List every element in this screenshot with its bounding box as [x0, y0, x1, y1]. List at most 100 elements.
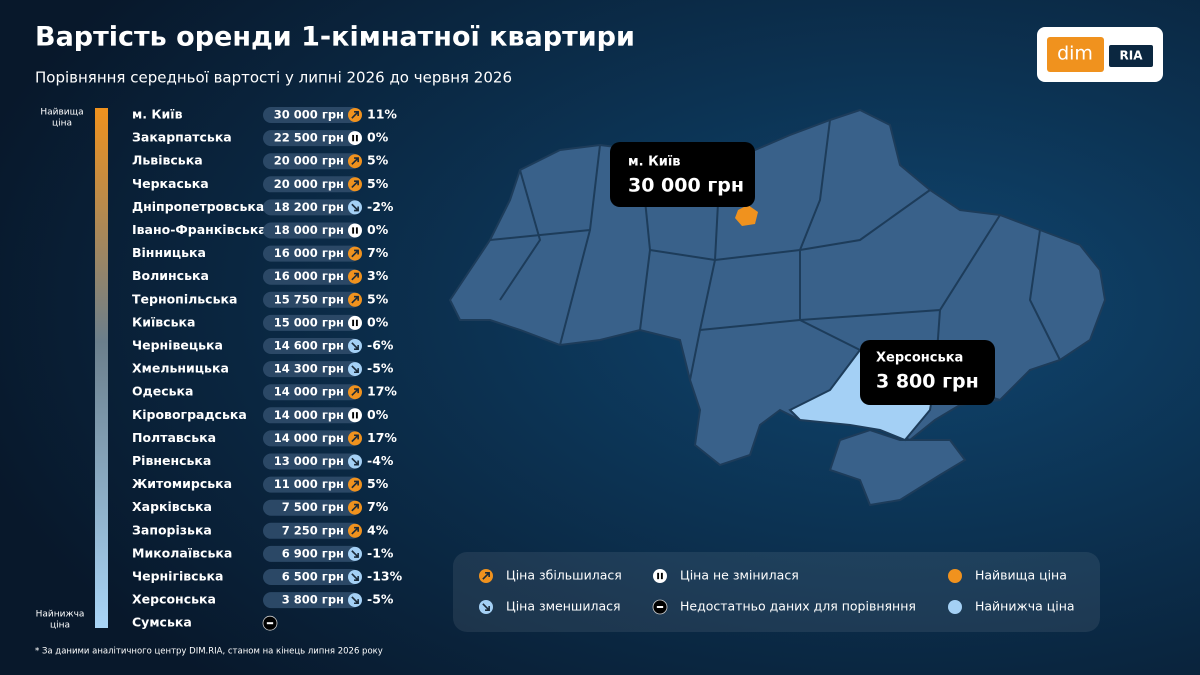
change: 11% [367, 107, 397, 122]
icon-arrow [351, 111, 359, 119]
change: 5% [367, 153, 389, 168]
price: 22 500 грн [274, 131, 344, 145]
change: 5% [367, 176, 389, 191]
price-pill [263, 407, 360, 424]
table-row: Тернопільська 15 750 грн 5% [132, 291, 389, 308]
legend-item: Ціна зменшилася [479, 599, 621, 614]
callout-label: Херсонська [876, 351, 963, 366]
region-name: Полтавська [132, 430, 216, 445]
region-name: Херсонська [132, 592, 216, 607]
icon-bar [355, 134, 358, 142]
legend-item: Найнижча ціна [948, 599, 1075, 614]
region-name: Дніпропетровська [132, 199, 264, 214]
region-name: Вінницька [132, 245, 206, 260]
price: 6 500 грн [282, 570, 344, 584]
icon-arrow [351, 342, 359, 350]
price-pill [263, 107, 360, 123]
legend-label: Найнижча ціна [975, 599, 1075, 614]
icon-bg [948, 600, 962, 614]
region-name: Чернівецька [132, 338, 223, 353]
icon-up [348, 108, 362, 122]
region-name: Миколаївська [132, 545, 232, 560]
logo-box [1047, 37, 1104, 72]
icon-arrow [351, 480, 359, 489]
table-row: Черкаська 20 000 грн 5% [132, 176, 389, 193]
region-name: Кіровоградська [132, 407, 247, 422]
icon-up [348, 477, 362, 492]
price: 14 000 грн [274, 385, 344, 399]
legend-label: Найвища ціна [975, 568, 1067, 583]
icon-bar [657, 572, 660, 580]
price: 20 000 грн [274, 154, 344, 168]
icon-arrow [351, 203, 359, 212]
price-pill [263, 476, 360, 493]
price: 14 000 грн [274, 408, 344, 422]
change: 0% [367, 130, 389, 145]
icon-up [348, 523, 362, 538]
logo: dim RIA .com [1037, 27, 1163, 82]
icon-up [348, 269, 362, 284]
icon-arrow [351, 457, 359, 466]
table-row: Хмельницька 14 300 грн -5% [132, 361, 394, 378]
icon-min [948, 600, 962, 614]
region-name: Івано-Франківська [132, 222, 267, 237]
region-name: Хмельницька [132, 361, 229, 376]
logo-dim: dim [1057, 43, 1093, 65]
icon-arrow [482, 603, 490, 611]
icon-down [348, 546, 362, 561]
icon-down [348, 339, 362, 353]
table-row: м. Київ 30 000 грн 11% [132, 107, 397, 123]
callout-price: 30 000 грн [628, 175, 744, 197]
icon-arrow [351, 249, 359, 258]
icon-bar [352, 319, 355, 327]
price: 20 000 грн [274, 177, 344, 191]
price-pill [263, 569, 360, 585]
icon-arrow [351, 526, 359, 535]
change: -6% [367, 338, 394, 353]
callout: м. Київ 30 000 грн [610, 142, 755, 207]
icon-max [948, 569, 962, 583]
icon-bar [660, 572, 663, 580]
icon-same [348, 408, 362, 423]
price: 11 000 грн [274, 477, 344, 491]
price: 15 750 грн [274, 292, 344, 306]
price-pill [263, 314, 360, 331]
table-row: Одеська 14 000 грн 17% [132, 384, 397, 401]
price: 6 900 грн [282, 546, 344, 560]
legend-item: Недостатньо даних для порівняння [652, 599, 916, 615]
table-row: Харківська 7 500 грн 7% [132, 499, 389, 516]
icon-arrow [351, 434, 359, 443]
legend-panel [453, 552, 1100, 632]
table-row: Херсонська 3 800 грн -5% [132, 592, 394, 609]
table-row: Івано-Франківська 18 000 грн 0% [132, 222, 389, 239]
logo-ria: RIA [1120, 49, 1144, 63]
icon-arrow [482, 572, 490, 580]
icon-bg [348, 131, 362, 146]
change: -5% [367, 361, 394, 376]
map-crimea [828, 428, 967, 507]
icon-none [652, 599, 668, 615]
icon-same [348, 223, 362, 238]
table-row: Полтавська 14 000 грн 17% [132, 430, 397, 447]
price-pill [263, 592, 360, 609]
region-name: Сумська [132, 615, 192, 630]
change: -5% [367, 592, 394, 607]
table-row: Львівська 20 000 грн 5% [132, 153, 389, 170]
icon-bar [355, 319, 358, 327]
icon-up [348, 246, 362, 261]
price: 3 800 грн [282, 593, 344, 607]
region-name: Харківська [132, 499, 212, 514]
map-kyiv [735, 205, 758, 226]
legend: Ціна збільшилася Ціна не змінилася Найвища… [479, 568, 1075, 615]
table-row: Київська 15 000 грн 0% [132, 314, 389, 331]
table: м. Київ 30 000 грн 11% Закарпатська 22 500 г… [132, 107, 403, 631]
price-pill [263, 130, 360, 147]
icon-down [348, 362, 362, 377]
region-name: Черкаська [132, 176, 209, 191]
price: 7 250 грн [282, 523, 344, 537]
region-name: Чернігівська [132, 569, 223, 584]
icon-dash [656, 606, 664, 608]
table-row: Житомирська 11 000 грн 5% [132, 476, 389, 493]
icon-none [262, 615, 278, 631]
